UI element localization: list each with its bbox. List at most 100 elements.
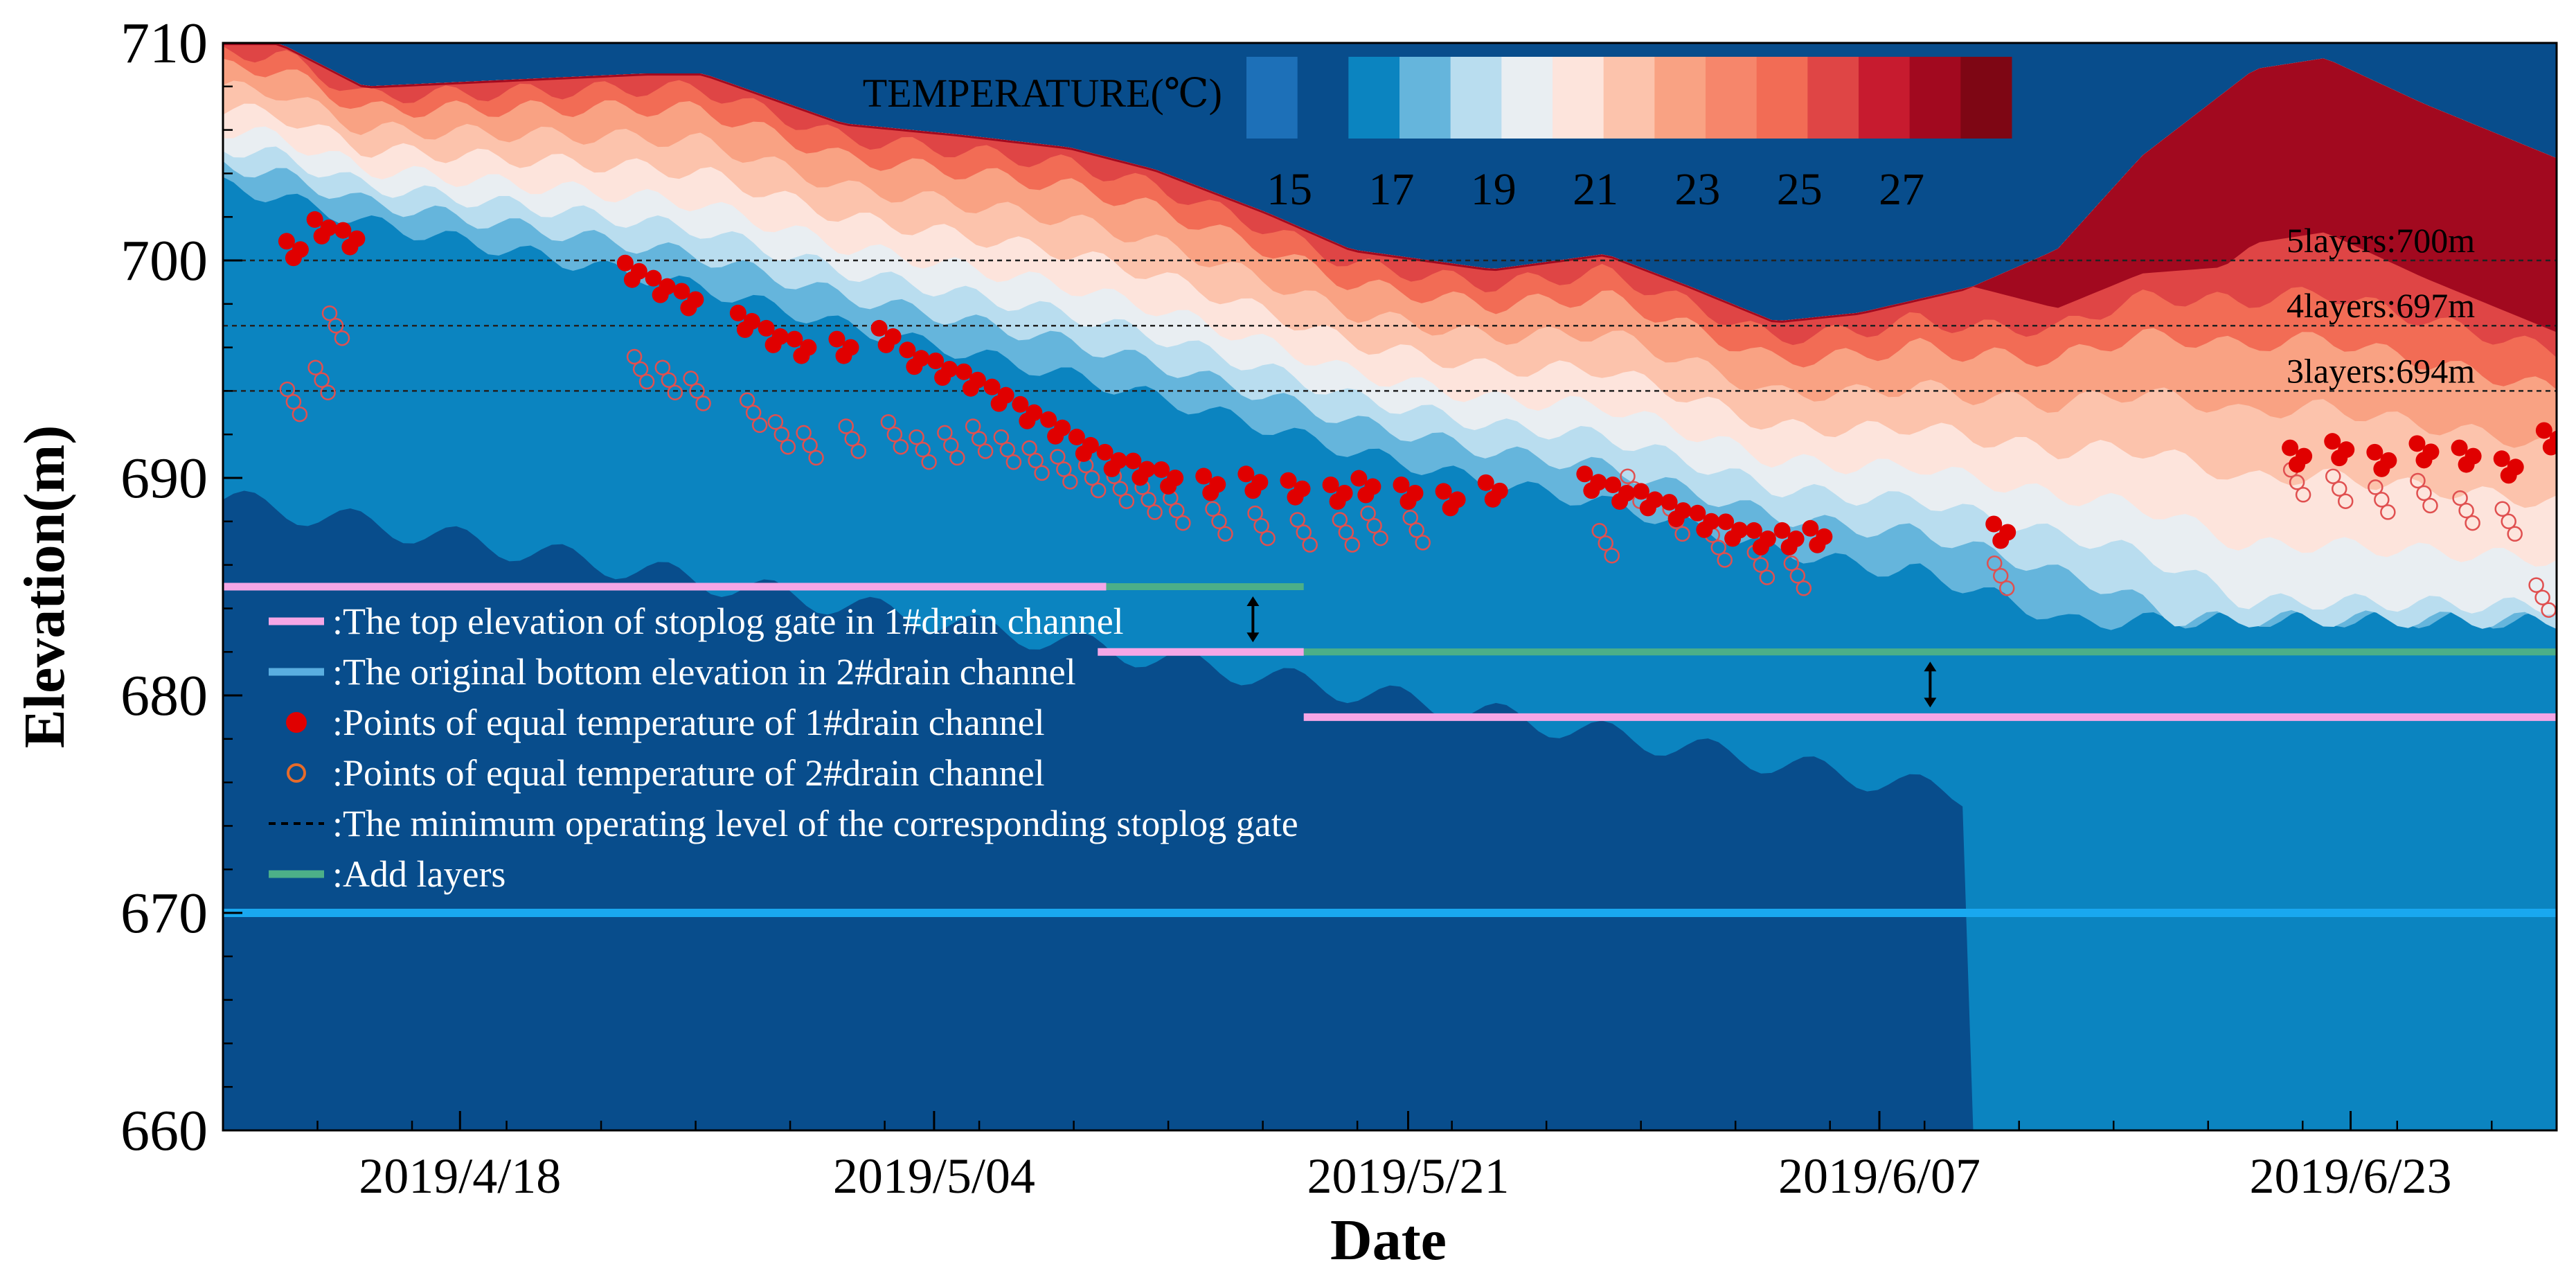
- open-point: [2416, 485, 2432, 501]
- open-point: [1253, 517, 1269, 534]
- colorbar-swatch: [1501, 57, 1553, 139]
- filled-point: [306, 211, 323, 228]
- open-point: [1005, 454, 1022, 470]
- filled-point: [2282, 439, 2299, 456]
- x-tick-label: 2019/6/07: [1778, 1148, 1980, 1204]
- filled-point: [278, 233, 295, 250]
- filled-point: [2338, 441, 2355, 459]
- open-point: [1598, 535, 1613, 551]
- filled-point: [1731, 522, 1748, 539]
- arrow-head: [1246, 596, 1260, 606]
- filled-point: [1195, 468, 1213, 485]
- filled-point: [1294, 480, 1311, 497]
- open-point: [2494, 501, 2510, 517]
- filled-point: [2380, 452, 2397, 469]
- open-point: [751, 417, 768, 434]
- open-point: [1796, 580, 1812, 596]
- filled-point: [1435, 483, 1452, 500]
- filled-point: [2366, 443, 2383, 461]
- arrow-head: [1924, 697, 1937, 708]
- filled-point: [320, 219, 337, 236]
- filled-point: [1082, 436, 1099, 454]
- filled-point: [1054, 419, 1071, 436]
- filled-point: [997, 386, 1014, 404]
- operating-level-label: 5layers:700m: [2287, 221, 2475, 260]
- legend-open-circle-symbol: [287, 763, 306, 783]
- filled-point: [2451, 439, 2468, 456]
- filled-point: [1604, 476, 1622, 493]
- y-tick-label: 690: [120, 446, 208, 510]
- colorbar-swatch: [1297, 57, 1349, 139]
- open-point: [279, 381, 296, 398]
- open-point: [314, 372, 330, 388]
- open-point: [999, 441, 1016, 458]
- colorbar: TEMPERATURE(℃) 15 17 19 21 23 25 27: [863, 57, 2012, 215]
- colorbar-swatch: [1909, 57, 1961, 139]
- open-point: [893, 438, 909, 455]
- open-point: [993, 429, 1010, 445]
- filled-point: [1068, 428, 1085, 445]
- open-point: [1415, 535, 1431, 551]
- open-point: [683, 371, 699, 386]
- filled-point: [771, 328, 789, 345]
- open-point: [689, 383, 705, 399]
- open-point: [808, 450, 824, 466]
- filled-point: [828, 330, 846, 348]
- filled-point: [687, 291, 704, 308]
- open-point: [1620, 468, 1636, 484]
- open-point: [844, 431, 860, 447]
- filled-point: [1717, 513, 1735, 531]
- open-point: [1062, 474, 1078, 490]
- filled-point: [800, 339, 817, 356]
- plot-frame: [222, 42, 2558, 1132]
- open-point: [1753, 557, 1769, 573]
- open-point: [661, 372, 677, 388]
- open-point: [2507, 526, 2523, 542]
- open-point: [2422, 497, 2438, 514]
- open-point: [2458, 502, 2474, 519]
- open-point: [1028, 452, 1044, 469]
- open-point: [667, 384, 683, 400]
- open-point: [909, 429, 924, 445]
- filled-point: [1322, 476, 1339, 493]
- filled-point: [1406, 484, 1424, 501]
- open-point: [1050, 449, 1066, 465]
- open-point: [1118, 493, 1135, 509]
- filled-point: [1393, 476, 1410, 493]
- filled-point: [630, 263, 647, 280]
- filled-point: [1802, 519, 1819, 537]
- legend-filled-circle-symbol: [286, 712, 307, 733]
- open-point: [1260, 530, 1276, 546]
- temperature-band: [223, 43, 2557, 332]
- colorbar-swatch: [1603, 57, 1655, 139]
- open-point: [328, 317, 344, 334]
- open-point: [1112, 481, 1129, 497]
- reference-lines: [223, 259, 2557, 917]
- axes: 660 670 680 690 700 710 2019/4/18 2019/5/04 2019…: [120, 11, 2493, 1204]
- filled-point: [2324, 433, 2341, 450]
- filled-point: [2296, 447, 2313, 465]
- filled-point: [2493, 450, 2510, 468]
- temperature-bands: [223, 43, 2557, 1130]
- filled-point: [2422, 443, 2440, 461]
- open-point: [1169, 502, 1185, 519]
- open-point: [2368, 479, 2383, 495]
- filled-point: [673, 283, 690, 300]
- filled-point: [1153, 461, 1170, 478]
- filled-point: [1745, 522, 1762, 539]
- filled-point: [1646, 491, 1663, 508]
- colorbar-swatch: [1348, 57, 1400, 139]
- open-point: [1360, 505, 1376, 522]
- filled-point: [1209, 476, 1226, 493]
- open-point: [321, 305, 338, 321]
- open-point: [767, 414, 784, 430]
- open-point: [1247, 505, 1263, 522]
- filled-point: [870, 319, 888, 337]
- filled-point: [758, 319, 775, 337]
- colorbar-swatch: [1960, 57, 2012, 139]
- open-point: [949, 450, 965, 466]
- y-tick-label: 680: [120, 664, 208, 728]
- filled-point: [1787, 530, 1805, 547]
- open-point: [1205, 501, 1221, 517]
